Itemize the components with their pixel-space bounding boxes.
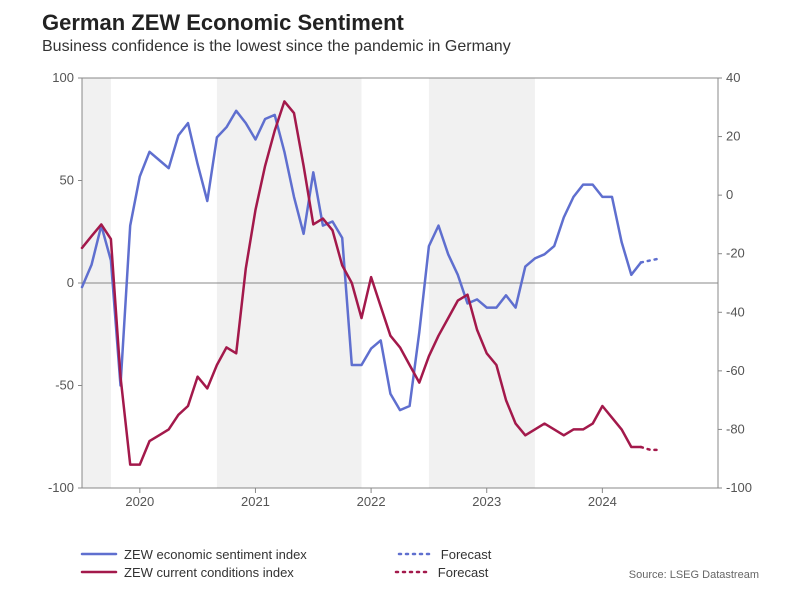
legend-label: Forecast [438, 565, 489, 580]
svg-text:-80: -80 [726, 421, 745, 436]
svg-text:2021: 2021 [241, 494, 270, 509]
svg-text:2023: 2023 [472, 494, 501, 509]
source-label: Source: LSEG Datastream [629, 569, 759, 581]
svg-text:-50: -50 [55, 378, 74, 393]
plot-area: -100 -50 0 50 100 -100 -80 -60 -40 -20 0 20 40 2020 20… [42, 72, 758, 512]
legend-swatch-conditions [80, 565, 118, 580]
svg-text:40: 40 [726, 72, 740, 85]
svg-text:50: 50 [60, 173, 74, 188]
legend-swatch-conditions-forecast [394, 565, 432, 580]
svg-text:100: 100 [52, 72, 74, 85]
legend-row-1: ZEW economic sentiment index Forecast [80, 545, 491, 563]
chart-svg: -100 -50 0 50 100 -100 -80 -60 -40 -20 0 20 40 2020 20… [42, 72, 758, 512]
chart-container: German ZEW Economic Sentiment Business c… [0, 0, 801, 601]
svg-text:-20: -20 [726, 246, 745, 261]
svg-text:-40: -40 [726, 304, 745, 319]
svg-text:-100: -100 [48, 480, 74, 495]
legend-swatch-sentiment [80, 547, 118, 562]
chart-subtitle: Business confidence is the lowest since … [42, 38, 511, 56]
svg-text:2020: 2020 [125, 494, 154, 509]
chart-title: German ZEW Economic Sentiment [42, 10, 404, 36]
legend-row-2: ZEW current conditions index Forecast [80, 563, 491, 581]
legend-label: Forecast [441, 547, 492, 562]
svg-text:-100: -100 [726, 480, 752, 495]
svg-text:-60: -60 [726, 363, 745, 378]
svg-text:0: 0 [726, 187, 733, 202]
svg-text:2022: 2022 [357, 494, 386, 509]
svg-text:2024: 2024 [588, 494, 617, 509]
legend-swatch-sentiment-forecast [397, 547, 435, 562]
legend-label: ZEW current conditions index [124, 565, 294, 580]
legend-label: ZEW economic sentiment index [124, 547, 307, 562]
svg-text:20: 20 [726, 129, 740, 144]
legend: ZEW economic sentiment index Forecast ZE… [80, 545, 491, 581]
svg-text:0: 0 [67, 275, 74, 290]
